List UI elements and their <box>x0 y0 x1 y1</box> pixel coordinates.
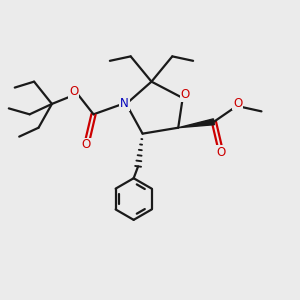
Text: N: N <box>120 98 129 110</box>
Text: O: O <box>233 97 242 110</box>
Text: O: O <box>82 138 91 152</box>
Text: O: O <box>217 146 226 159</box>
Text: O: O <box>180 88 190 101</box>
Text: O: O <box>69 85 78 98</box>
Polygon shape <box>178 119 214 128</box>
